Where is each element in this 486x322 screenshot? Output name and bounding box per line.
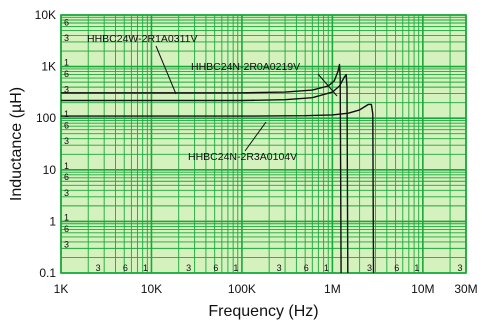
x-minor-tick-label: 3 xyxy=(96,263,101,273)
y-minor-tick-label: 6 xyxy=(64,121,69,131)
x-major-tick-label: 100K xyxy=(228,282,256,296)
x-minor-tick-label: 6 xyxy=(394,263,399,273)
y-minor-tick-label: 6 xyxy=(64,172,69,182)
series-line-2 xyxy=(61,73,349,274)
x-minor-tick-label: 6 xyxy=(123,263,128,273)
plot-background xyxy=(61,15,466,273)
y-minor-tick-label: 1 xyxy=(64,212,69,222)
plot-frame xyxy=(60,14,467,274)
x-minor-tick-label: 3 xyxy=(186,263,191,273)
y-major-tick-label: 0.1 xyxy=(39,266,56,280)
x-minor-tick-label: 6 xyxy=(213,263,218,273)
x-major-tick-label: 10M xyxy=(411,282,434,296)
y-major-tick-label: 100 xyxy=(36,111,56,125)
y-minor-tick-label: 3 xyxy=(64,136,69,146)
y-minor-tick-label: 3 xyxy=(64,239,69,249)
x-major-tick-label: 1M xyxy=(324,282,341,296)
y-major-tick-label: 10K xyxy=(35,8,56,22)
annotation-leader xyxy=(244,121,267,152)
grid xyxy=(60,14,467,274)
x-minor-tick-label: 1 xyxy=(233,263,238,273)
y-minor-tick-label: 3 xyxy=(64,85,69,95)
y-minor-tick-label: 3 xyxy=(64,33,69,43)
y-minor-tick-label: 6 xyxy=(64,17,69,27)
series-annotation: HHBC24N-2R0A0219V xyxy=(191,61,300,73)
series-annotation: HHBC24N-2R3A0104V xyxy=(188,151,297,163)
tick-labels: HHBC24W-2R1A0311V HHBC24N-2R0A0219V HHBC24… xyxy=(35,8,478,296)
x-minor-tick-label: 3 xyxy=(277,263,282,273)
series-annotation: HHBC24W-2R1A0311V xyxy=(87,33,198,45)
x-minor-tick-label: 3 xyxy=(367,263,372,273)
y-minor-tick-label: 6 xyxy=(64,224,69,234)
x-major-tick-label: 1K xyxy=(54,282,69,296)
y-minor-tick-label: 1 xyxy=(64,161,69,171)
annotation-leader xyxy=(155,45,177,95)
x-axis-title: Frequency (Hz) xyxy=(208,303,318,320)
annotation-leader xyxy=(317,73,338,97)
y-major-tick-label: 1 xyxy=(49,214,56,228)
x-minor-tick-label: 3 xyxy=(457,263,462,273)
y-axis-title: Inductance (µH) xyxy=(8,87,25,201)
x-major-tick-label: 30M xyxy=(454,282,477,296)
y-minor-tick-label: 6 xyxy=(64,69,69,79)
y-minor-tick-label: 3 xyxy=(64,188,69,198)
y-major-tick-label: 1K xyxy=(41,60,56,74)
x-major-tick-label: 10K xyxy=(141,282,162,296)
x-minor-tick-label: 6 xyxy=(304,263,309,273)
x-minor-tick-label: 1 xyxy=(143,263,148,273)
curves xyxy=(61,45,375,274)
y-major-tick-label: 10 xyxy=(43,163,57,177)
y-minor-tick-label: 1 xyxy=(64,58,69,68)
x-minor-tick-label: 1 xyxy=(324,263,329,273)
x-minor-tick-label: 1 xyxy=(414,263,419,273)
y-minor-tick-label: 1 xyxy=(64,109,69,119)
series-line-3 xyxy=(61,103,375,274)
